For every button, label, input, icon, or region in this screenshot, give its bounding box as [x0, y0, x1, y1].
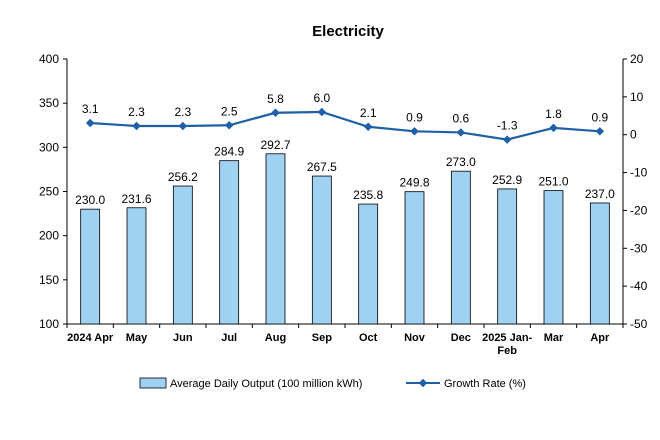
- x-tick-label: Aug: [265, 332, 286, 344]
- bar: [311, 175, 332, 325]
- bar: [265, 153, 286, 325]
- right-tick-label: -30: [630, 241, 648, 255]
- bar-value-label: 235.8: [353, 188, 383, 202]
- bar-value-label: 251.0: [538, 175, 568, 189]
- growth-rate-label: 2.5: [221, 104, 238, 118]
- bar: [219, 160, 240, 325]
- right-tick-label: 20: [630, 52, 644, 66]
- x-tick-label: 2025 Jan-Feb: [482, 332, 532, 357]
- left-tick-label: 150: [39, 273, 59, 287]
- growth-rate-label: 2.3: [128, 105, 145, 119]
- growth-rate-label: 0.6: [452, 111, 469, 125]
- left-tick-label: 300: [39, 140, 59, 154]
- growth-rate-label: 5.8: [267, 92, 284, 106]
- left-tick-label: 400: [39, 52, 59, 66]
- bar-value-label: 273.0: [446, 155, 476, 169]
- legend-swatch-bar: [139, 377, 167, 389]
- left-tick-label: 200: [39, 229, 59, 243]
- growth-rate-label: 6.0: [313, 91, 330, 105]
- bar: [589, 202, 610, 325]
- growth-rate-point: [456, 128, 466, 137]
- right-tick-label: -10: [630, 166, 648, 180]
- plot-area: 40035030025020015010020100-10-20-30-40-5…: [39, 52, 648, 357]
- growth-rate-point: [363, 122, 373, 132]
- x-tick-label: May: [126, 332, 148, 344]
- growth-rate-point: [271, 108, 280, 117]
- bar: [450, 170, 471, 325]
- x-tick-label: Mar: [544, 332, 564, 344]
- x-tick-label: Oct: [359, 332, 378, 344]
- growth-rate-line: [90, 110, 600, 141]
- legend-label-bars: Average Daily Output (100 million kWh): [170, 378, 362, 390]
- legend-label-line: Growth Rate (%): [444, 378, 526, 390]
- x-tick-label: Dec: [451, 332, 471, 344]
- x-tick-label: Jun: [173, 332, 193, 344]
- right-tick-label: -40: [630, 279, 648, 293]
- right-tick-label: -50: [630, 317, 648, 331]
- growth-rate-point: [595, 127, 605, 136]
- growth-rate-label: 0.9: [591, 110, 608, 124]
- bar: [543, 190, 564, 325]
- growth-rate-point: [317, 107, 327, 117]
- right-tick-label: -20: [630, 203, 648, 217]
- growth-rate-label: 3.1: [82, 102, 99, 116]
- legend: Average Daily Output (100 million kWh) G…: [139, 377, 526, 390]
- x-tick-label: Nov: [404, 332, 426, 344]
- bar: [358, 203, 379, 325]
- x-tick-label: 2024 Apr: [67, 332, 114, 344]
- x-tick-label: Jul: [221, 332, 237, 344]
- bar: [126, 207, 147, 325]
- right-tick-label: 0: [630, 128, 637, 142]
- legend-swatch-marker: [418, 378, 428, 388]
- growth-rate-label: 1.8: [545, 107, 562, 121]
- growth-rate-point: [410, 127, 419, 136]
- right-tick-label: 10: [630, 90, 644, 104]
- growth-rate-label: 0.9: [406, 110, 423, 124]
- growth-rate-label: 2.1: [360, 106, 377, 120]
- bar-value-label: 252.9: [492, 173, 522, 187]
- bar-value-label: 231.6: [121, 192, 151, 206]
- chart-title: Electricity: [312, 23, 384, 40]
- growth-rate-point: [85, 118, 95, 128]
- growth-rate-label: 2.3: [174, 105, 191, 119]
- bar-value-label: 267.5: [307, 160, 337, 174]
- growth-rate-point: [178, 121, 188, 131]
- growth-rate-label: -1.3: [497, 119, 518, 133]
- growth-rate-point: [224, 121, 234, 130]
- growth-rate-point: [502, 135, 512, 144]
- bar-value-label: 237.0: [585, 187, 615, 201]
- bar: [172, 185, 193, 325]
- bar: [497, 188, 518, 325]
- bar: [80, 208, 101, 325]
- growth-rate-point: [132, 121, 141, 131]
- left-tick-label: 350: [39, 96, 59, 110]
- bar-value-label: 284.9: [214, 145, 244, 159]
- bar-value-label: 249.8: [399, 176, 429, 190]
- bar-value-label: 230.0: [75, 193, 105, 207]
- bar-value-label: 292.7: [260, 138, 290, 152]
- bar: [404, 191, 425, 325]
- bar-value-label: 256.2: [168, 170, 198, 184]
- left-tick-label: 250: [39, 185, 59, 199]
- x-tick-label: Apr: [590, 332, 610, 344]
- growth-rate-point: [549, 123, 558, 133]
- x-tick-label: Sep: [312, 332, 332, 344]
- left-tick-label: 100: [39, 317, 59, 331]
